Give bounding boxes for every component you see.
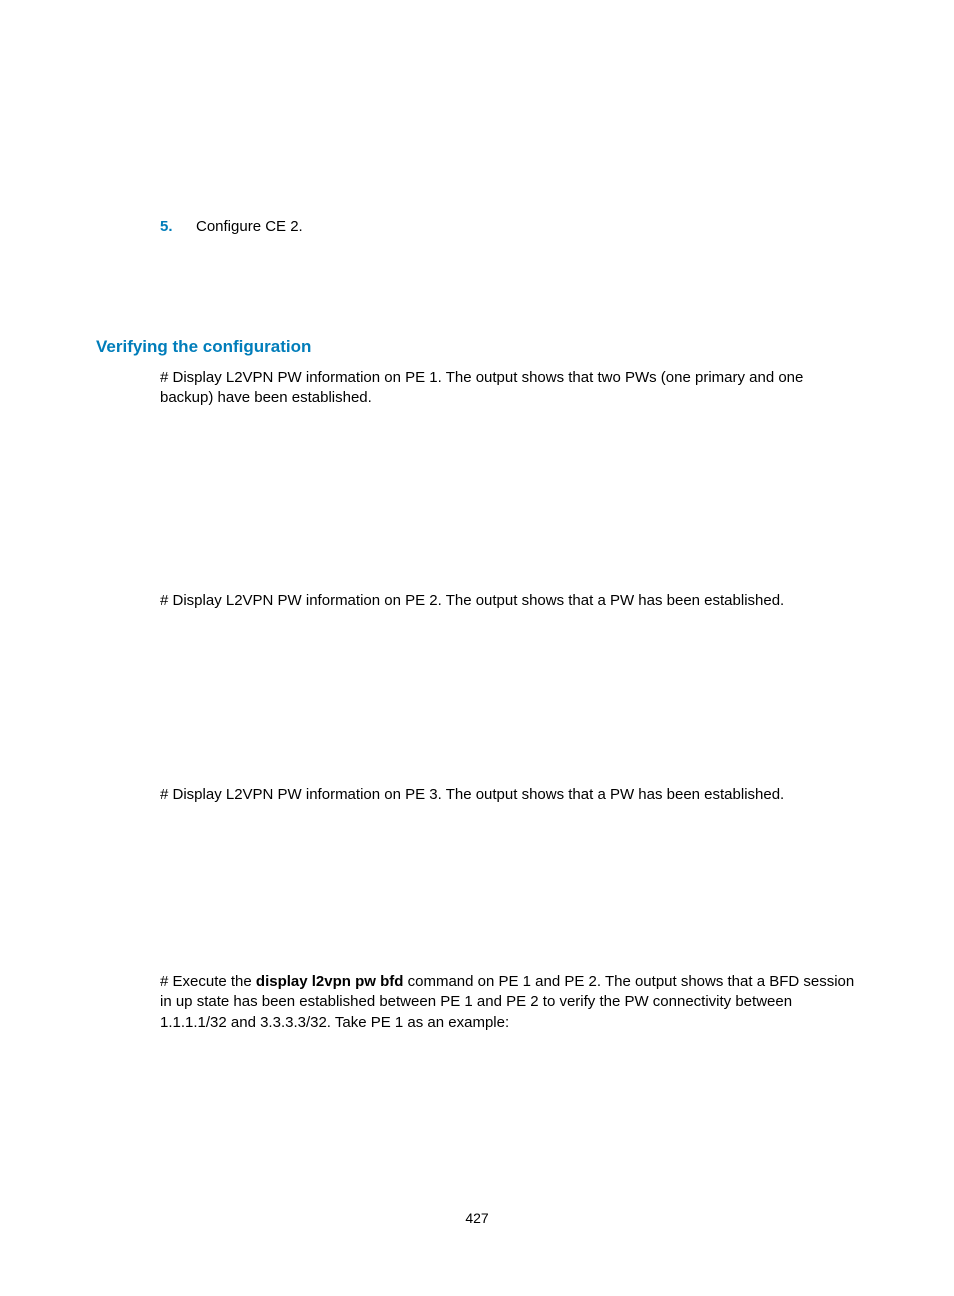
paragraph-pe1: # Display L2VPN PW information on PE 1. … <box>160 368 858 409</box>
section-heading: Verifying the configuration <box>96 337 311 357</box>
page-number: 427 <box>0 1210 954 1226</box>
p4-prefix: # Execute the <box>160 973 256 990</box>
paragraph-bfd: # Execute the display l2vpn pw bfd comma… <box>160 972 858 1033</box>
paragraph-pe3: # Display L2VPN PW information on PE 3. … <box>160 785 858 805</box>
step-number: 5. <box>160 218 196 235</box>
step-line: 5. Configure CE 2. <box>160 218 858 235</box>
paragraph-pe2: # Display L2VPN PW information on PE 2. … <box>160 591 858 611</box>
p4-bold-command: display l2vpn pw bfd <box>256 973 404 990</box>
step-text: Configure CE 2. <box>196 218 303 235</box>
page: 5. Configure CE 2. Verifying the configu… <box>0 0 954 1296</box>
